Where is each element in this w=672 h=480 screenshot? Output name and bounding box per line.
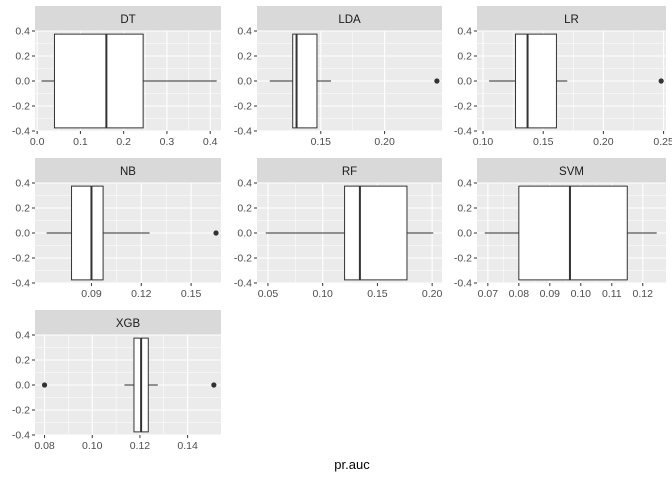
y-tick-label: 0.0: [15, 228, 30, 240]
x-tick-label: 0.10: [312, 288, 333, 300]
box-nb: [71, 185, 104, 281]
box-rf: [344, 185, 408, 281]
x-tick-label: 0.12: [130, 440, 151, 452]
x-tick-label: 0.14: [177, 440, 198, 452]
y-tick-label: -0.4: [12, 126, 30, 138]
facet-lda: LDA 0.4 0.2 0.0 -0.2 -0.4 0.15 0.20: [234, 6, 442, 148]
y-tick-label: 0.0: [237, 228, 252, 240]
outlier-point-lr: [658, 78, 664, 84]
x-tick-label: 0.10: [473, 136, 494, 148]
y-tick-label: -0.2: [12, 405, 30, 417]
x-tick-label: 0.4: [203, 136, 218, 148]
strip-label-lr: LR: [564, 14, 579, 26]
y-tick-label: 0.2: [15, 51, 30, 63]
x-tick-label: 0.10: [571, 288, 592, 300]
x-tick-label: 0.1: [73, 136, 88, 148]
strip-svm: [477, 158, 666, 183]
box-lr: [515, 33, 557, 129]
y-tick-label: -0.4: [234, 126, 252, 138]
x-tick-label: 0.11: [602, 288, 622, 300]
x-tick-label: 0.0: [30, 136, 45, 148]
x-tick-label: 0.07: [478, 288, 499, 300]
y-tick-label: 0.2: [237, 51, 252, 63]
facet-nb: NB 0.4 0.2 0.0 -0.2 -0.4 0.09 0.12 0.15: [12, 158, 221, 300]
y-tick-label: 0.4: [15, 330, 30, 342]
x-tick-label: 0.08: [509, 288, 530, 300]
x-tick-label: 0.09: [81, 288, 102, 300]
outlier-point-xgb: [211, 382, 217, 388]
x-tick-label: 0.20: [593, 136, 614, 148]
y-tick-label: 0.2: [15, 203, 30, 215]
y-tick-label: -0.2: [234, 101, 252, 113]
strip-label-dt: DT: [120, 14, 135, 26]
y-tick-label: -0.2: [454, 101, 472, 113]
y-tick-label: 0.4: [15, 26, 30, 38]
x-tick-label: 0.09: [540, 288, 561, 300]
x-tick-label: 0.15: [181, 288, 202, 300]
strip-dt: [35, 6, 221, 31]
facet-lr: LR 0.4 0.2 0.0 -0.2 -0.40.10 0.15 0.20 0.25: [454, 6, 672, 148]
outlier-point-xgb: [41, 382, 48, 388]
facet-svm: SVM 0.4 0.2 0.0 -0.2 -0.4 0.07 0.08 0.09 0.10 0.11…: [454, 158, 666, 300]
strip-rf: [257, 158, 442, 183]
y-tick-label: 0.2: [237, 203, 252, 215]
y-tick-label: 0.2: [15, 355, 30, 367]
outlier-point-nb: [213, 230, 219, 236]
strip-label-rf: RF: [342, 166, 357, 178]
x-tick-label: 0.15: [311, 136, 332, 148]
facet-dt: DT0.40.20.0-0.2-0.40.0 0.1 0.2 0.3 0.4: [12, 6, 221, 148]
y-tick-label: -0.2: [12, 253, 30, 265]
x-tick-label: 0.10: [82, 440, 103, 452]
x-tick-label: 0.20: [374, 136, 395, 148]
y-tick-label: -0.2: [234, 253, 252, 265]
y-tick-label: -0.2: [12, 101, 30, 113]
x-tick-label: 0.20: [422, 288, 443, 300]
y-tick-label: -0.4: [12, 430, 30, 442]
y-tick-label: 0.4: [15, 178, 30, 190]
strip-nb: [35, 158, 221, 183]
y-tick-label: -0.4: [12, 278, 30, 290]
x-tick-label: 0.15: [367, 288, 388, 300]
y-tick-label: -0.4: [234, 278, 252, 290]
outlier-point-lda: [434, 78, 440, 84]
strip-lda: [257, 6, 442, 31]
strip-label-nb: NB: [120, 166, 136, 178]
y-tick-label: -0.2: [454, 253, 472, 265]
y-tick-label: 0.0: [237, 76, 252, 88]
box-svm: [518, 185, 628, 281]
y-tick-label: 0.4: [457, 178, 472, 190]
y-tick-label: -0.4: [454, 126, 472, 138]
strip-label-lda: LDA: [338, 14, 361, 26]
strip-label-xgb: XGB: [116, 318, 141, 330]
facet-xgb: XGB 0.4 0.2 0.0 -0.2 -0.4 0.08 0.10 0.12 0.14: [12, 310, 221, 452]
y-tick-label: 0.0: [15, 76, 30, 88]
x-tick-label: 0.3: [160, 136, 175, 148]
x-tick-label: 0.05: [258, 288, 279, 300]
x-tick-label: 0.08: [34, 440, 55, 452]
y-tick-label: 0.4: [457, 26, 472, 38]
y-tick-label: 0.4: [237, 26, 252, 38]
x-tick-label: 0.12: [633, 288, 654, 300]
x-axis-title: pr.auc: [334, 457, 370, 472]
strip-xgb: [35, 310, 221, 335]
y-tick-label: 0.2: [457, 51, 472, 63]
x-tick-label: 0.12: [131, 288, 152, 300]
y-tick-label: 0.4: [237, 178, 252, 190]
box-dt: [53, 33, 144, 129]
x-tick-label: 0.2: [116, 136, 131, 148]
strip-label-svm: SVM: [559, 166, 584, 178]
y-tick-label: 0.0: [457, 76, 472, 88]
facet-rf: RF 0.4 0.2 0.0 -0.2 -0.4 0.05 0.10 0.15 0.20: [234, 158, 443, 300]
y-tick-label: 0.0: [457, 228, 472, 240]
y-tick-label: 0.2: [457, 203, 472, 215]
strip-lr: [477, 6, 666, 31]
y-tick-label: 0.0: [15, 380, 30, 392]
y-tick-label: -0.4: [454, 278, 472, 290]
x-tick-label: 0.25: [653, 136, 672, 148]
x-tick-label: 0.15: [533, 136, 554, 148]
